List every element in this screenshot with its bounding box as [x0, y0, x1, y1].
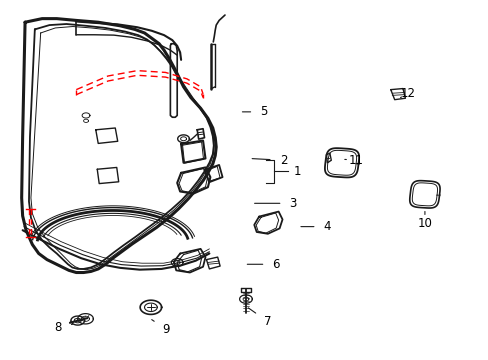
Text: 3: 3	[254, 197, 296, 210]
Text: 6: 6	[247, 258, 279, 271]
Text: 9: 9	[151, 320, 170, 336]
Text: 8: 8	[55, 321, 73, 334]
Text: 1: 1	[293, 165, 300, 178]
Text: 12: 12	[400, 87, 414, 100]
Text: 4: 4	[300, 220, 330, 233]
Text: 2: 2	[252, 154, 286, 167]
Text: 11: 11	[344, 154, 364, 167]
Text: 7: 7	[248, 308, 271, 328]
Text: 5: 5	[242, 105, 267, 118]
Text: 10: 10	[417, 211, 431, 230]
